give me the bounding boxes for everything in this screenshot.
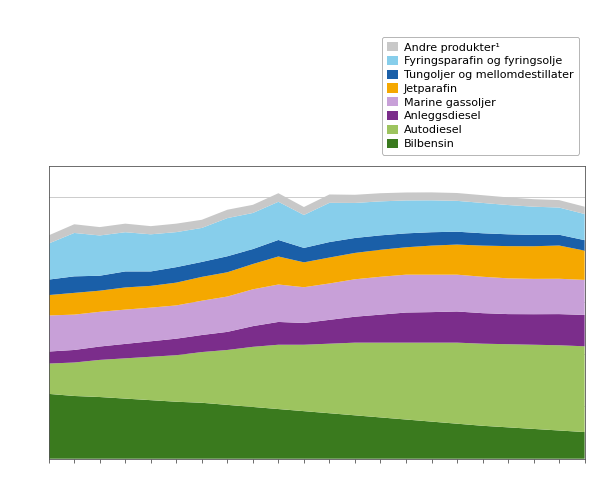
Legend: Andre produkter¹, Fyringsparafin og fyringsolje, Tungoljer og mellomdestillater,: Andre produkter¹, Fyringsparafin og fyri… [382, 37, 579, 155]
